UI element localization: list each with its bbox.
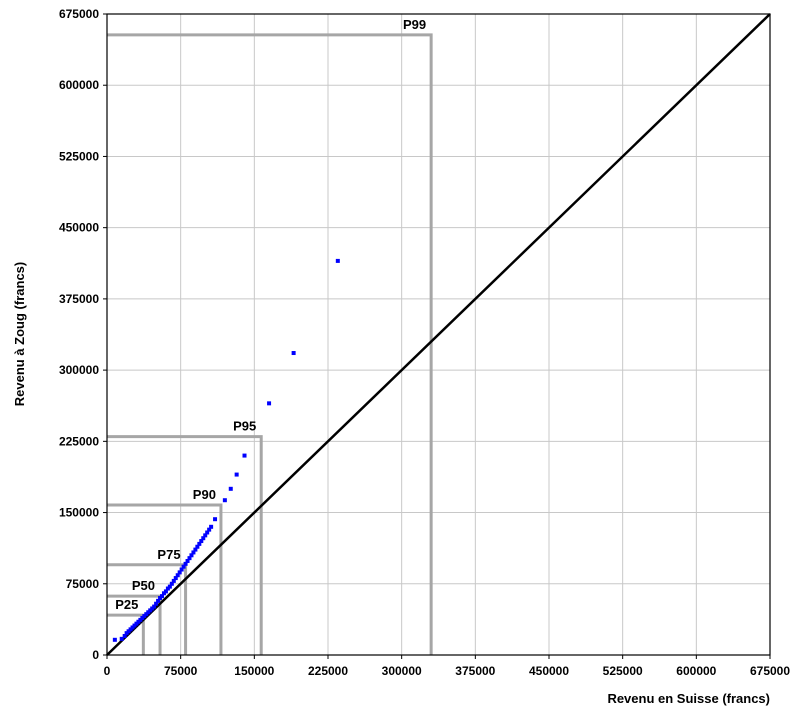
x-tick-label: 675000: [750, 664, 790, 678]
percentile-label-p50: P50: [132, 578, 155, 593]
x-tick-label: 600000: [676, 664, 716, 678]
percentile-label-p90: P90: [193, 487, 216, 502]
data-point: [205, 530, 210, 535]
data-point: [177, 570, 182, 575]
data-point: [242, 453, 247, 458]
data-point: [291, 351, 296, 356]
x-tick-label: 75000: [164, 664, 198, 678]
grid: [107, 14, 770, 655]
data-point: [185, 558, 190, 563]
y-tick-label: 375000: [59, 292, 99, 306]
x-tick-label: 0: [104, 664, 111, 678]
x-tick-label: 450000: [529, 664, 569, 678]
data-point: [209, 524, 214, 529]
y-axis-title: Revenu à Zoug (francs): [12, 262, 27, 406]
percentile-marker-p95: [107, 435, 263, 655]
data-point: [189, 553, 194, 558]
x-tick-label: 300000: [382, 664, 422, 678]
x-tick-label: 225000: [308, 664, 348, 678]
data-point: [335, 258, 340, 263]
y-tick-label: 75000: [66, 577, 100, 591]
equality-line: [106, 13, 771, 656]
x-axis-ticks: 0 75000 150000 225000 300000 375000 450000 5250…: [104, 655, 790, 678]
percentile-marker-p99: [107, 33, 433, 655]
data-point: [179, 567, 184, 572]
y-tick-label: 150000: [59, 506, 99, 520]
data-points: [112, 258, 340, 642]
data-point: [203, 533, 208, 538]
y-tick-label: 675000: [59, 7, 99, 21]
data-point: [169, 581, 174, 586]
data-point: [195, 544, 200, 549]
data-point: [160, 594, 165, 599]
data-point: [187, 556, 192, 561]
x-tick-label: 150000: [234, 664, 274, 678]
data-point: [156, 598, 161, 603]
data-point: [183, 561, 188, 566]
data-point: [222, 498, 227, 503]
data-point: [112, 637, 117, 642]
data-point: [197, 541, 202, 546]
y-tick-label: 0: [92, 648, 99, 662]
data-point: [234, 472, 239, 477]
percentile-label-p75: P75: [157, 547, 180, 562]
data-point: [152, 604, 157, 609]
data-point: [201, 536, 206, 541]
data-point: [171, 578, 176, 583]
plot-border: [106, 13, 771, 656]
percentile-label-p25: P25: [115, 597, 138, 612]
data-point: [119, 636, 124, 641]
data-point: [207, 527, 212, 532]
data-point: [191, 550, 196, 555]
x-tick-label: 525000: [603, 664, 643, 678]
y-tick-label: 225000: [59, 434, 99, 448]
data-point: [267, 401, 272, 406]
data-point: [167, 584, 172, 589]
y-tick-label: 600000: [59, 78, 99, 92]
percentile-markers: P25 P50 P75 P90 P95 P99: [107, 17, 433, 655]
data-point: [213, 517, 218, 522]
data-point: [228, 486, 233, 491]
data-point: [122, 634, 127, 639]
y-tick-label: 450000: [59, 221, 99, 235]
y-tick-label: 525000: [59, 149, 99, 163]
data-point: [175, 573, 180, 578]
data-point: [181, 564, 186, 569]
data-point: [193, 547, 198, 552]
percentile-marker-p90: [107, 503, 223, 655]
data-point: [154, 601, 159, 606]
data-point: [163, 589, 168, 594]
percentile-label-p95: P95: [233, 419, 256, 434]
y-axis-ticks: 0 75000 150000 225000 300000 375000 450000 5250…: [59, 7, 107, 662]
x-axis-title: Revenu en Suisse (francs): [607, 691, 770, 706]
percentile-label-p99: P99: [403, 17, 426, 32]
y-tick-label: 300000: [59, 363, 99, 377]
data-point: [199, 539, 204, 544]
x-tick-label: 375000: [455, 664, 495, 678]
data-point: [173, 576, 178, 581]
